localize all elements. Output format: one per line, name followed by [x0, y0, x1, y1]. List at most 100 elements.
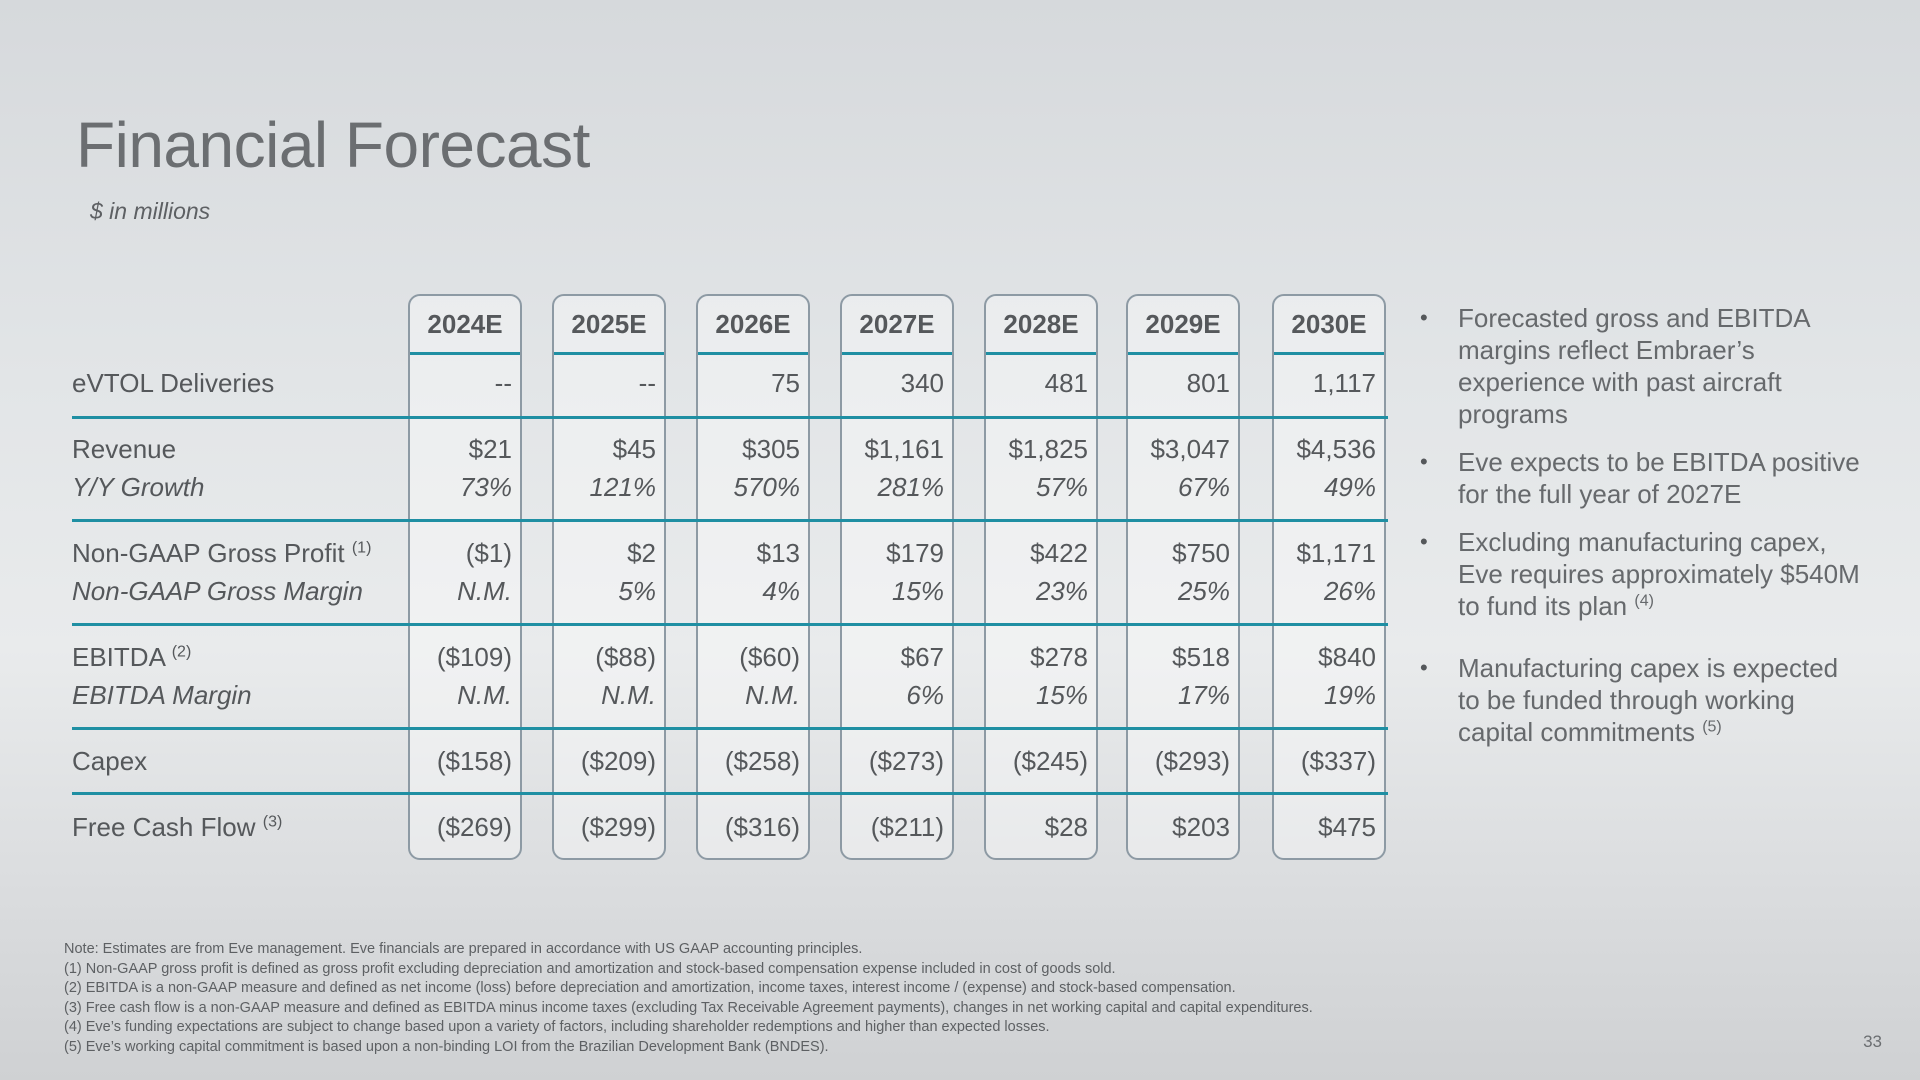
row-label-text: Non-GAAP Gross Profit [72, 538, 345, 568]
footnote-line: (5) Eve’s working capital commitment is … [64, 1038, 829, 1055]
table-cell: $305 [742, 434, 800, 464]
key-points-list: Forecasted gross and EBITDA margins refl… [1420, 302, 1860, 764]
row-label-text: Y/Y Growth [72, 472, 205, 502]
table-cell: 4% [762, 576, 800, 606]
table-cell: $518 [1172, 642, 1230, 672]
row-label-text: Non-GAAP Gross Margin [72, 576, 363, 606]
table-cell: ($337) [1300, 746, 1376, 776]
table-cell: $2 [627, 538, 656, 568]
year-header: 2029E [1128, 296, 1238, 355]
table-cell: ($209) [580, 746, 656, 776]
row-divider [72, 727, 1388, 730]
table-cell: $1,825 [1008, 434, 1088, 464]
table-cell: 25% [1177, 576, 1230, 606]
year-header: 2027E [842, 296, 952, 355]
table-cell: 570% [733, 472, 801, 502]
table-cell: $21 [468, 434, 512, 464]
table-cell: 17% [1177, 680, 1230, 710]
table-cell: 281% [877, 472, 945, 502]
year-header: 2028E [986, 296, 1096, 355]
table-cell: ($109) [436, 642, 512, 672]
table-cell: 340 [900, 368, 944, 398]
table-cell: $179 [886, 538, 944, 568]
table-cell: N.M. [457, 576, 512, 606]
table-cell: 481 [1044, 368, 1088, 398]
footnote-ref: (1) [351, 539, 372, 557]
footnote-ref: (2) [171, 643, 192, 661]
year-column-2029E: 2029E [1126, 294, 1240, 860]
row-label: Y/Y Growth [72, 472, 204, 503]
bullet-text: Manufacturing capex is expected to be fu… [1458, 653, 1839, 747]
table-cell: $67 [900, 642, 944, 672]
table-cell: $840 [1318, 642, 1376, 672]
row-label: Capex [72, 746, 147, 777]
table-cell: 49% [1323, 472, 1376, 502]
row-label-text: EBITDA Margin [72, 680, 252, 710]
row-label-text: eVTOL Deliveries [72, 368, 275, 398]
year-header: 2025E [554, 296, 664, 355]
table-cell: ($88) [595, 642, 656, 672]
table-cell: 801 [1186, 368, 1230, 398]
table-cell: $1,171 [1296, 538, 1376, 568]
footnote-ref: (4) [1634, 592, 1654, 610]
page-title: Financial Forecast [76, 109, 590, 181]
year-column-2024E: 2024E [408, 294, 522, 860]
footnote-line: (3) Free cash flow is a non-GAAP measure… [64, 999, 1313, 1016]
table-cell: 5% [618, 576, 656, 606]
year-column-2026E: 2026E [696, 294, 810, 860]
bullet-point: Forecasted gross and EBITDA margins refl… [1420, 302, 1860, 430]
table-cell: ($60) [739, 642, 800, 672]
footnote-ref: (3) [262, 813, 283, 831]
table-cell: $4,536 [1296, 434, 1376, 464]
table-cell: N.M. [601, 680, 656, 710]
row-divider [72, 623, 1388, 626]
year-header: 2030E [1274, 296, 1384, 355]
table-cell: ($245) [1012, 746, 1088, 776]
row-label: Non-GAAP Gross Margin [72, 576, 363, 607]
table-cell: $750 [1172, 538, 1230, 568]
table-cell: 121% [589, 472, 657, 502]
table-cell: ($258) [724, 746, 800, 776]
table-cell: ($211) [870, 812, 944, 842]
table-cell: ($1) [465, 538, 512, 568]
table-cell: N.M. [745, 680, 800, 710]
page-subtitle: $ in millions [90, 198, 211, 224]
table-cell: 15% [1035, 680, 1088, 710]
table-cell: $45 [612, 434, 656, 464]
table-cell: ($293) [1154, 746, 1230, 776]
row-label: Free Cash Flow (3) [72, 812, 282, 843]
row-label-text: Capex [72, 746, 148, 776]
table-cell: ($299) [580, 812, 656, 842]
footnotes: Note: Estimates are from Eve management.… [64, 940, 1313, 1058]
table-cell: ($316) [724, 812, 800, 842]
footnote-line: (4) Eve’s funding expectations are subje… [64, 1019, 1050, 1036]
footnote-line: (2) EBITDA is a non-GAAP measure and def… [64, 980, 1236, 997]
table-cell: -- [638, 368, 656, 398]
bullet-point: Eve expects to be EBITDA positive for th… [1420, 446, 1860, 510]
footnote-line: (1) Non-GAAP gross profit is defined as … [64, 960, 1116, 977]
row-divider [72, 416, 1388, 419]
row-label-text: EBITDA [72, 642, 165, 672]
footnote-line: Note: Estimates are from Eve management.… [64, 941, 863, 957]
row-label-text: Revenue [72, 434, 177, 464]
row-divider [72, 792, 1388, 795]
table-cell: 1,117 [1312, 368, 1376, 398]
table-cell: ($158) [436, 746, 512, 776]
year-column-2028E: 2028E [984, 294, 1098, 860]
table-cell: $13 [756, 538, 800, 568]
table-cell: $203 [1172, 812, 1230, 842]
row-divider [72, 519, 1388, 522]
table-cell: $28 [1044, 812, 1088, 842]
table-cell: ($269) [436, 812, 512, 842]
table-cell: $1,161 [864, 434, 944, 464]
row-label: EBITDA Margin [72, 680, 252, 711]
bullet-text: Eve expects to be EBITDA positive for th… [1458, 447, 1860, 509]
page-number: 33 [1863, 1032, 1882, 1051]
bullet-point: Excluding manufacturing capex, Eve requi… [1420, 526, 1860, 622]
table-cell: 67% [1177, 472, 1230, 502]
table-cell: $422 [1030, 538, 1088, 568]
table-cell: 26% [1323, 576, 1376, 606]
table-cell: N.M. [457, 680, 512, 710]
row-label-text: Free Cash Flow [72, 812, 256, 842]
bullet-text: Excluding manufacturing capex, Eve requi… [1458, 527, 1860, 621]
